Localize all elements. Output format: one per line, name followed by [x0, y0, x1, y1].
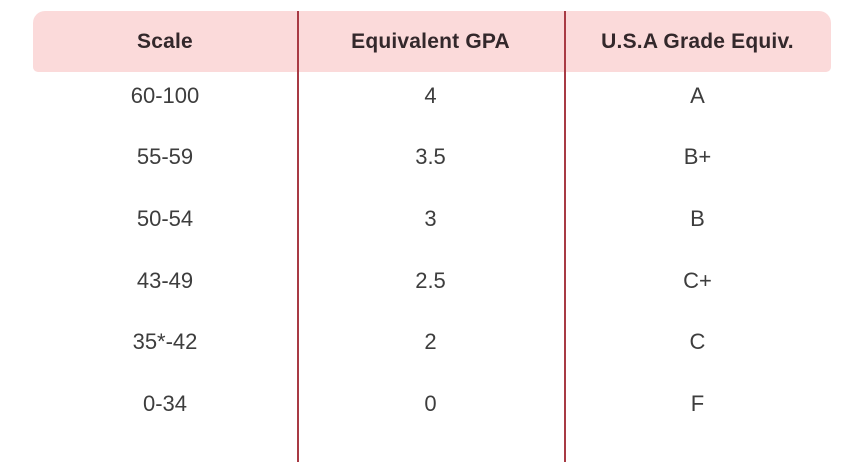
cell-scale: 35*-42: [132, 329, 198, 355]
cell-scale: 43-49: [136, 267, 194, 293]
header-cell-scale: Scale: [137, 29, 193, 53]
cell-gpa: 2.5: [415, 267, 446, 293]
cell-us-grade: A: [690, 82, 705, 108]
table-row: 0-34 0 F: [33, 373, 831, 435]
cell-gpa: 4: [424, 82, 437, 108]
cell-scale: 0-34: [142, 391, 188, 417]
table-row: 60-100 4 A: [33, 65, 831, 127]
column-divider-left: [297, 11, 299, 462]
table-header-row: Scale Equivalent GPA U.S.A Grade Equiv.: [33, 11, 831, 72]
cell-gpa: 0: [424, 391, 437, 417]
column-divider-right: [564, 11, 566, 462]
table-body: 60-100 4 A 55-59 3.5 B+ 50-54 3 B 43-49 …: [33, 65, 831, 435]
table-row: 55-59 3.5 B+: [33, 127, 831, 189]
table-row: 50-54 3 B: [33, 188, 831, 250]
table-row: 43-49 2.5 C+: [33, 250, 831, 312]
header-cell-usa-grade-equiv: U.S.A Grade Equiv.: [601, 29, 794, 53]
header-cell-equivalent-gpa: Equivalent GPA: [351, 29, 510, 53]
cell-us-grade: B+: [683, 144, 712, 170]
cell-us-grade: C+: [683, 267, 712, 293]
cell-gpa: 3: [424, 206, 437, 232]
cell-scale: 50-54: [136, 206, 194, 232]
cell-gpa: 2: [424, 329, 437, 355]
cell-us-grade: B: [690, 206, 705, 232]
table-row: 35*-42 2 C: [33, 312, 831, 374]
cell-scale: 60-100: [130, 82, 200, 108]
cell-scale: 55-59: [136, 144, 194, 170]
cell-us-grade: F: [690, 391, 705, 417]
cell-gpa: 3.5: [415, 144, 446, 170]
cell-us-grade: C: [689, 329, 706, 355]
